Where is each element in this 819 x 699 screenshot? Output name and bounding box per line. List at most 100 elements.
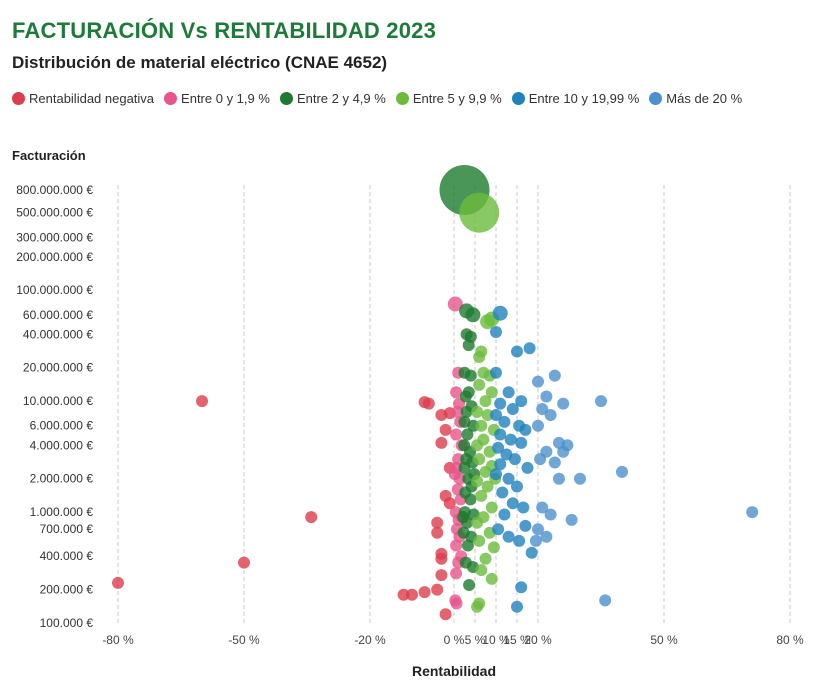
- data-point: [481, 480, 494, 493]
- y-tick-label: 200.000.000 €: [16, 250, 93, 264]
- x-tick-label: -80 %: [102, 633, 134, 647]
- y-tick-label: 4.000.000 €: [30, 438, 94, 452]
- data-point: [439, 423, 452, 436]
- data-point: [459, 390, 472, 403]
- data-point: [523, 342, 536, 355]
- data-point: [511, 600, 523, 613]
- data-point: [534, 453, 547, 466]
- legend-swatch: [12, 92, 25, 105]
- data-point: [506, 403, 519, 415]
- data-point: [479, 552, 492, 565]
- data-point: [544, 508, 557, 521]
- data-point: [490, 409, 502, 421]
- y-tick-label: 10.000.000 €: [23, 394, 93, 408]
- data-point: [459, 192, 500, 233]
- data-point: [616, 465, 628, 478]
- legend-item-2: Entre 2 y 4,9 %: [279, 91, 386, 106]
- data-point: [479, 465, 492, 478]
- y-tick-label: 300.000.000 €: [16, 230, 93, 244]
- legend-label: Entre 5 y 9,9 %: [412, 91, 502, 106]
- legend: Rentabilidad negativa Entre 0 y 1,9 % Entr…: [12, 91, 742, 106]
- data-point: [471, 475, 484, 488]
- data-point: [490, 326, 502, 338]
- data-point: [431, 526, 444, 539]
- legend-swatch: [164, 92, 178, 105]
- data-point: [490, 468, 502, 481]
- data-point: [511, 480, 523, 493]
- x-tick-label: -20 %: [354, 633, 386, 647]
- data-point: [473, 534, 486, 547]
- data-point: [595, 395, 607, 408]
- data-point: [461, 539, 474, 552]
- data-point: [475, 564, 488, 577]
- x-tick-label: 50 %: [650, 633, 678, 647]
- legend-label: Más de 20 %: [666, 91, 743, 106]
- data-point: [536, 501, 549, 514]
- data-point: [544, 409, 557, 421]
- x-tick-label: 80 %: [776, 633, 804, 647]
- data-point: [479, 395, 492, 408]
- data-point: [435, 569, 448, 582]
- chart-subtitle: Distribución de material eléctrico (CNAE…: [12, 53, 388, 72]
- data-point: [494, 458, 507, 471]
- legend-item-0: Rentabilidad negativa: [12, 91, 154, 106]
- legend-swatch: [395, 92, 409, 105]
- legend-item-4: Entre 10 y 19,99 %: [511, 91, 639, 106]
- data-point: [540, 390, 553, 403]
- data-point: [473, 378, 486, 391]
- data-point: [418, 586, 431, 599]
- data-point: [519, 423, 532, 436]
- data-point: [532, 419, 544, 432]
- data-point: [450, 428, 463, 441]
- data-point: [450, 597, 463, 610]
- data-point: [540, 530, 553, 543]
- legend-swatch: [511, 92, 525, 105]
- data-point: [464, 493, 477, 506]
- data-point: [513, 534, 526, 547]
- data-point: [515, 436, 528, 449]
- y-tick-label: 1.000.000 €: [30, 505, 94, 519]
- data-point: [435, 409, 448, 421]
- data-point: [515, 581, 528, 594]
- data-point: [450, 567, 463, 580]
- data-point: [450, 386, 463, 399]
- data-point: [502, 386, 515, 399]
- data-point: [565, 513, 578, 526]
- data-point: [498, 415, 511, 428]
- data-point: [443, 497, 456, 510]
- data-point: [439, 608, 452, 621]
- data-point: [548, 369, 561, 382]
- x-tick-label: 5 %: [465, 633, 486, 647]
- data-point: [465, 307, 481, 323]
- data-point: [511, 345, 523, 358]
- series-3: [459, 192, 502, 613]
- legend-label: Entre 2 y 4,9 %: [296, 91, 386, 106]
- data-point: [519, 519, 532, 532]
- data-point: [485, 386, 498, 399]
- data-point: [457, 511, 470, 524]
- y-tick-label: 200.000 €: [40, 583, 94, 597]
- data-point: [494, 397, 507, 410]
- y-axis-label: Facturación: [12, 148, 86, 163]
- x-tick-label: 10 %: [482, 633, 510, 647]
- y-tick-label: 2.000.000 €: [30, 472, 94, 486]
- legend-label: Entre 0 y 1,9 %: [181, 91, 270, 106]
- data-point: [490, 366, 502, 379]
- data-point: [557, 397, 570, 410]
- legend-swatch: [649, 92, 663, 105]
- series-5: [529, 369, 759, 607]
- data-point: [521, 461, 534, 474]
- x-axis-label: Rentabilidad: [412, 663, 496, 679]
- data-point: [532, 523, 544, 536]
- data-point: [238, 556, 250, 569]
- data-point: [431, 583, 444, 596]
- data-point: [529, 534, 542, 547]
- legend-swatch: [279, 92, 293, 105]
- data-point: [473, 453, 486, 466]
- y-tick-label: 40.000.000 €: [23, 327, 93, 341]
- y-tick-label: 6.000.000 €: [30, 419, 94, 433]
- y-tick-label: 400.000 €: [40, 549, 94, 563]
- data-point: [492, 305, 508, 321]
- data-point: [498, 508, 511, 521]
